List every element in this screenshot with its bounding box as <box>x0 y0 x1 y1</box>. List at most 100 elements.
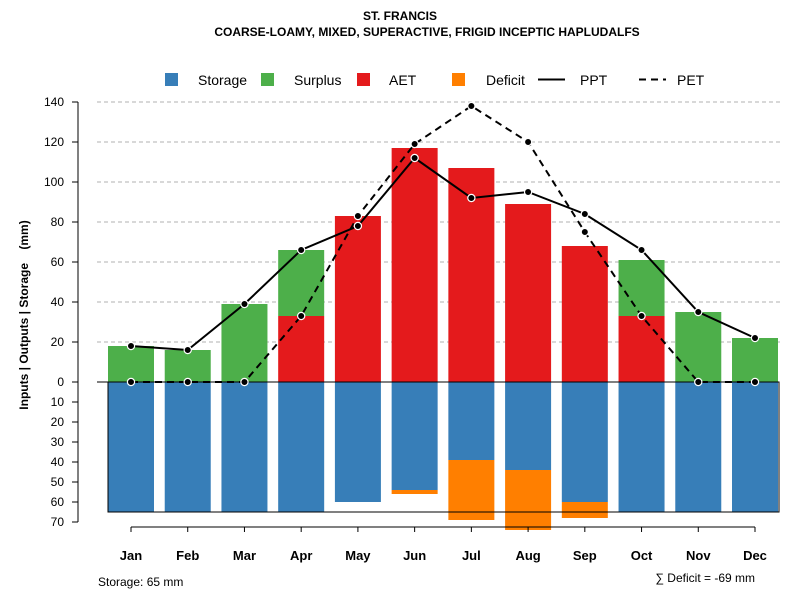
ppt-point <box>410 153 419 163</box>
y-tick-label: 10 <box>51 395 65 409</box>
ppt-point <box>240 299 249 309</box>
aet-bar <box>618 316 665 382</box>
pet-point <box>353 211 363 221</box>
deficit-bar <box>448 460 495 520</box>
x-tick-label: Jan <box>120 548 142 563</box>
y-tick-label: 60 <box>51 495 65 509</box>
y-tick-label: 0 <box>57 375 64 389</box>
ppt-point <box>296 245 306 255</box>
ppt-point <box>183 345 192 355</box>
ppt-point <box>467 193 476 203</box>
y-axis-label: Inputs | Outputs | Storage (mm) <box>17 220 31 409</box>
y-tick-label: 40 <box>51 295 65 309</box>
legend-label-pet: PET <box>677 72 705 88</box>
pet-point <box>750 377 760 387</box>
surplus-bar <box>221 304 268 382</box>
ppt-point <box>637 245 646 255</box>
x-tick-label: Mar <box>233 548 256 563</box>
surplus-bar <box>164 350 211 382</box>
legend-label-surplus: Surplus <box>294 72 341 88</box>
pet-point <box>240 377 249 387</box>
surplus-bar <box>675 312 722 382</box>
y-tick-label: 70 <box>51 515 65 529</box>
y-tick-label: 80 <box>51 215 65 229</box>
y-tick-label: 40 <box>51 455 65 469</box>
surplus-bar <box>618 260 665 316</box>
y-tick-label: 120 <box>44 135 64 149</box>
legend-label-deficit: Deficit <box>486 72 525 88</box>
aet-bar <box>505 204 552 382</box>
ppt-point <box>126 341 136 351</box>
legend-swatch-aet <box>357 73 370 86</box>
chart-subtitle: COARSE-LOAMY, MIXED, SUPERACTIVE, FRIGID… <box>214 25 639 39</box>
series-lines <box>126 101 760 387</box>
aet-bar <box>334 216 381 382</box>
x-tick-label: Feb <box>176 548 199 563</box>
ppt-point <box>580 209 590 219</box>
deficit-bar <box>391 490 438 494</box>
x-tick-label: Apr <box>290 548 312 563</box>
storage-bar <box>561 382 608 502</box>
aet-bar <box>561 246 608 382</box>
x-tick-label: Oct <box>631 548 653 563</box>
legend-label-storage: Storage <box>198 72 247 88</box>
x-tick-label: Sep <box>573 548 597 563</box>
aet-bar <box>278 316 325 382</box>
ppt-point <box>750 333 760 343</box>
pet-point <box>410 139 419 149</box>
gridlines <box>97 101 781 343</box>
x-tick-label: Jun <box>403 548 426 563</box>
pet-point <box>694 377 703 387</box>
storage-bar <box>108 382 154 512</box>
y-tick-label: 140 <box>44 95 64 109</box>
y-tick-label: 20 <box>51 335 65 349</box>
pet-point <box>467 101 476 111</box>
pet-point <box>183 377 192 387</box>
surplus-bar <box>732 338 778 382</box>
ppt-point <box>523 187 533 197</box>
y-tick-label: 30 <box>51 435 65 449</box>
legend-swatch-deficit <box>452 73 465 86</box>
storage-footer: Storage: 65 mm <box>98 575 183 589</box>
storage-bar <box>675 382 722 512</box>
surplus-bar <box>278 250 325 316</box>
storage-bar <box>448 382 495 460</box>
pet-point <box>523 137 533 147</box>
legend-swatch-surplus <box>261 73 274 86</box>
storage-bar <box>334 382 381 502</box>
bars <box>97 148 780 530</box>
storage-bar <box>221 382 268 512</box>
storage-bar <box>505 382 552 470</box>
x-tick-label: Dec <box>743 548 767 563</box>
aet-bar <box>448 168 495 382</box>
pet-point <box>637 311 646 321</box>
storage-bar <box>732 382 778 512</box>
y-tick-label: 50 <box>51 475 65 489</box>
deficit-footer: ∑ Deficit = -69 mm <box>655 571 755 585</box>
ppt-point <box>694 307 703 317</box>
surplus-bar <box>108 346 154 382</box>
axes: 0 20 40 60 80 100 120 140 10 20 30 40 50 60 70 Jan Feb Ma… <box>44 95 767 563</box>
x-tick-label: Jul <box>462 548 481 563</box>
pet-point <box>126 377 136 387</box>
legend-label-aet: AET <box>389 72 417 88</box>
x-tick-label: Aug <box>515 548 540 563</box>
x-tick-label: Nov <box>686 548 711 563</box>
ppt-line <box>130 156 756 352</box>
ppt-point <box>353 221 363 231</box>
y-tick-label: 60 <box>51 255 65 269</box>
chart-title: ST. FRANCIS <box>363 9 437 23</box>
storage-bar <box>164 382 211 512</box>
y-tick-label: 100 <box>44 175 64 189</box>
deficit-bar <box>505 470 552 530</box>
pet-point <box>296 311 306 321</box>
legend: Storage Surplus AET Deficit PPT PET <box>165 72 705 88</box>
y-tick-label: 20 <box>51 415 65 429</box>
deficit-bar <box>561 502 608 518</box>
storage-bar <box>618 382 665 512</box>
storage-bar <box>391 382 438 490</box>
x-tick-label: May <box>345 548 371 563</box>
legend-label-ppt: PPT <box>580 72 608 88</box>
